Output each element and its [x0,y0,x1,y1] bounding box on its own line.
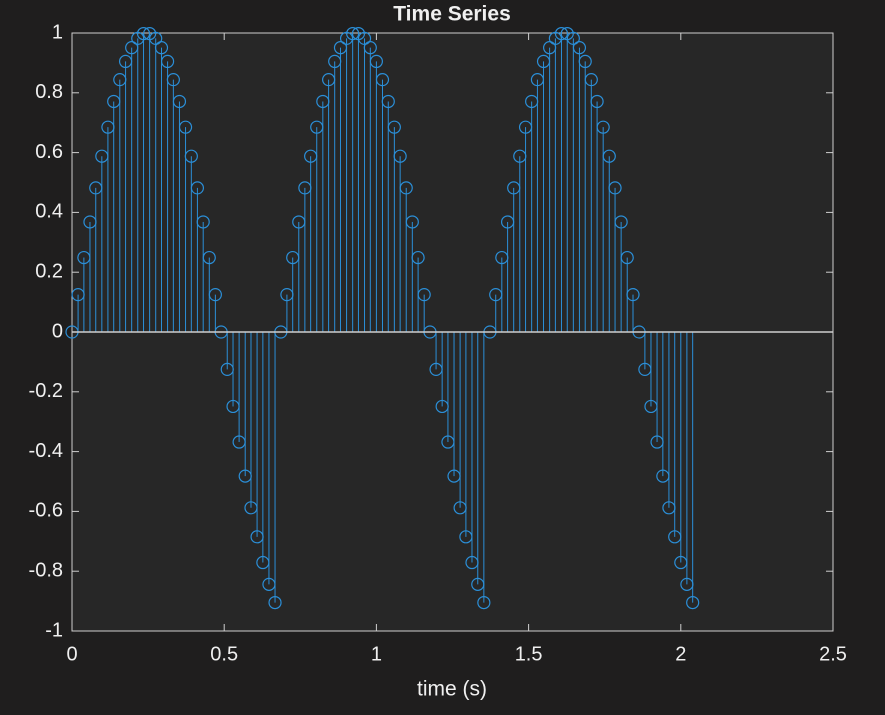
y-tick-label: -0.2 [29,380,63,402]
x-tick-label: 1.5 [515,643,543,665]
y-tick-label: -0.6 [29,500,63,522]
stem-marker [602,149,616,163]
stem-marker [208,288,222,302]
x-tick-label: 0.5 [210,643,238,665]
y-tick-label: -0.4 [29,440,63,462]
stem-marker [572,41,587,55]
stem-marker [399,181,413,195]
stem-marker [357,31,372,45]
stem-marker [411,250,425,265]
y-tick-label: 0.2 [35,260,63,282]
y-tick-label: 0.4 [35,201,63,223]
stem-marker [596,120,610,134]
stem-marker [154,41,169,55]
stem-marker [387,120,401,134]
x-tick-label: 1 [371,643,382,665]
y-tick-label: 0.8 [35,81,63,103]
stem-marker [149,31,163,45]
stem-marker [608,181,622,195]
stem-marker [160,54,175,69]
y-tick-label: -1 [45,619,63,641]
stem-marker [614,215,628,229]
stem-marker [166,73,180,87]
y-tick-label: 0.6 [35,141,63,163]
stem-marker [375,73,390,87]
stem-marker [381,94,395,109]
stem-marker [686,595,700,610]
stem-marker [369,54,383,69]
stem-marker [393,149,407,163]
chart-title: Time Series [393,3,511,26]
stem-marker [417,288,431,302]
x-tick-label: 2.5 [819,643,847,665]
y-tick-label: 0 [52,320,63,342]
stem-marker [184,149,198,163]
y-tick-label: -0.8 [29,559,63,581]
stem-marker [578,54,592,69]
x-axis-label: time (s) [417,678,487,701]
stem-marker [405,215,419,229]
stem-marker [202,250,216,265]
x-tick-label: 0 [66,643,77,665]
stem-marker [178,120,193,134]
stem-marker [363,41,377,55]
stem-marker [196,215,210,229]
x-tick-label: 2 [675,643,686,665]
stem-marker [172,94,187,109]
stem-marker [190,181,205,195]
y-tick-label: 1 [52,21,63,43]
stem-marker [566,31,580,45]
stem-marker [590,94,604,109]
stem-marker [620,250,634,265]
stem-marker [268,595,282,610]
stem-marker [626,288,640,302]
stem-marker [584,73,598,87]
stem-marker [477,595,491,610]
